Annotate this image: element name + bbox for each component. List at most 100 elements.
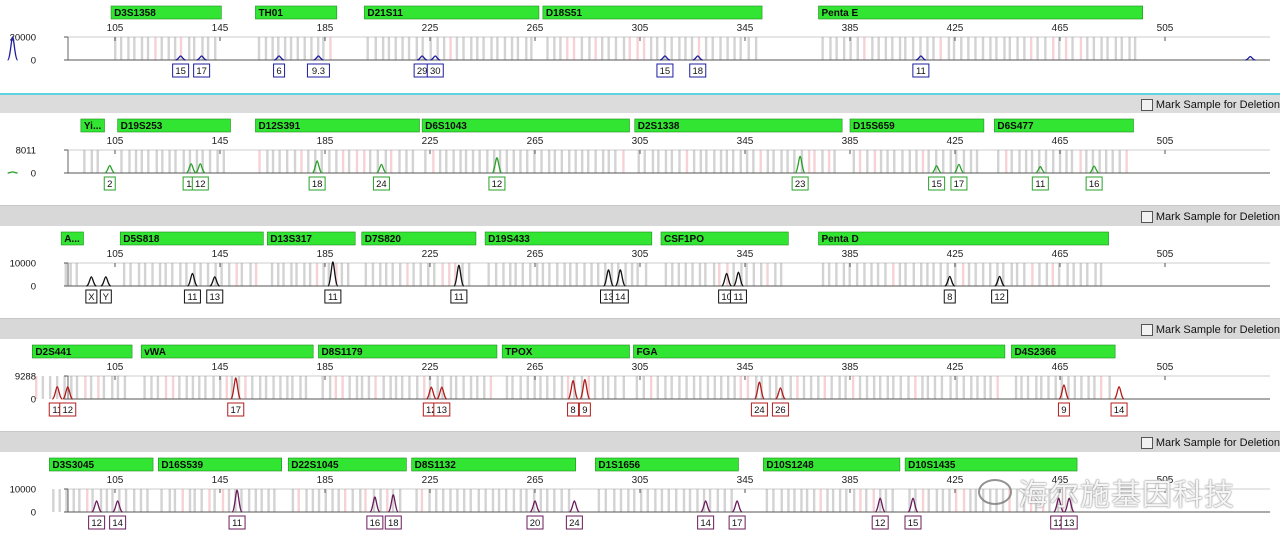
allele-bin bbox=[116, 376, 120, 399]
allele-bin bbox=[981, 263, 985, 286]
allele-bin bbox=[719, 37, 722, 60]
allele-bin bbox=[851, 376, 855, 399]
allele-bin bbox=[908, 150, 911, 173]
locus-bar bbox=[904, 457, 1078, 472]
allele-bin bbox=[303, 37, 306, 60]
allele-bin bbox=[1099, 263, 1103, 286]
locus-bar bbox=[140, 344, 314, 359]
allele-bin bbox=[179, 263, 182, 286]
locus-label: D16S539 bbox=[161, 460, 203, 471]
allele-bin bbox=[143, 263, 147, 286]
allele-bin bbox=[193, 263, 196, 286]
allele-bin bbox=[1002, 263, 1005, 286]
allele-bin bbox=[478, 150, 481, 173]
peak bbox=[7, 171, 18, 174]
allele-bin bbox=[560, 376, 564, 399]
allele-bin bbox=[711, 37, 714, 60]
allele-bin bbox=[786, 150, 789, 173]
allele-bin bbox=[884, 37, 888, 60]
locus-label: D2S1338 bbox=[638, 121, 680, 132]
peak bbox=[376, 163, 387, 174]
allele-bin bbox=[835, 37, 838, 60]
allele-call-label: 9 bbox=[582, 405, 587, 416]
allele-bin bbox=[546, 489, 549, 512]
allele-bin bbox=[492, 150, 496, 173]
allele-bin bbox=[1029, 489, 1033, 512]
x-tick-label: 265 bbox=[527, 136, 544, 147]
allele-bin bbox=[1064, 37, 1068, 60]
x-tick-label: 345 bbox=[737, 249, 754, 260]
allele-call-label: 30 bbox=[430, 66, 441, 77]
allele-bin bbox=[191, 376, 195, 399]
mark-sample-checkbox-4[interactable]: Mark Sample for Deletion bbox=[1140, 324, 1280, 336]
x-tick-label: 225 bbox=[422, 249, 439, 260]
allele-bin bbox=[892, 263, 895, 286]
allele-bin bbox=[996, 263, 999, 286]
allele-bin bbox=[199, 263, 202, 286]
allele-bin bbox=[386, 489, 389, 512]
allele-bin bbox=[290, 263, 293, 286]
allele-bin bbox=[1038, 263, 1041, 286]
allele-bin bbox=[627, 489, 630, 512]
allele-bin bbox=[793, 489, 796, 512]
allele-bin bbox=[214, 37, 217, 60]
allele-bin bbox=[696, 489, 699, 512]
allele-bin bbox=[419, 263, 422, 286]
allele-bin bbox=[469, 489, 472, 512]
allele-bin bbox=[1091, 150, 1095, 173]
allele-bin bbox=[497, 489, 501, 512]
checkbox-box[interactable] bbox=[1140, 99, 1153, 111]
allele-bin bbox=[1118, 150, 1121, 173]
allele-bin bbox=[35, 376, 38, 399]
allele-bin bbox=[745, 263, 748, 286]
allele-bin bbox=[1073, 376, 1077, 399]
allele-call-label: 6 bbox=[276, 66, 281, 77]
peak bbox=[187, 272, 198, 287]
allele-bin bbox=[293, 150, 297, 173]
allele-bin bbox=[408, 376, 411, 399]
allele-bin bbox=[793, 150, 796, 173]
allele-bin bbox=[368, 150, 372, 173]
allele-call-label: 12 bbox=[492, 179, 503, 190]
allele-bin bbox=[394, 37, 397, 60]
allele-bin bbox=[974, 489, 977, 512]
x-tick-label: 345 bbox=[737, 475, 754, 486]
allele-bin bbox=[347, 150, 351, 173]
allele-bin bbox=[704, 37, 708, 60]
locus-label: D1S1656 bbox=[598, 460, 640, 471]
peak bbox=[86, 276, 97, 287]
allele-bin bbox=[1111, 150, 1114, 173]
checkbox-box[interactable] bbox=[1140, 324, 1153, 336]
allele-bin bbox=[230, 376, 234, 399]
mark-sample-checkbox-2[interactable]: Mark Sample for Deletion bbox=[1140, 99, 1280, 111]
allele-bin bbox=[267, 489, 270, 512]
mark-sample-checkbox-5[interactable]: Mark Sample for Deletion bbox=[1140, 437, 1280, 449]
x-tick-label: 305 bbox=[632, 136, 649, 147]
allele-bin bbox=[227, 489, 231, 512]
allele-bin bbox=[1065, 150, 1068, 173]
allele-bin bbox=[317, 489, 321, 512]
allele-bin bbox=[919, 37, 922, 60]
allele-bin bbox=[337, 489, 340, 512]
y-tick-label: 10000 bbox=[10, 485, 36, 496]
y-tick-label: 20000 bbox=[10, 33, 36, 44]
allele-bin bbox=[260, 489, 263, 512]
allele-call-box bbox=[729, 289, 747, 304]
allele-bin bbox=[684, 37, 687, 60]
checkbox-box[interactable] bbox=[1140, 211, 1153, 223]
allele-bin bbox=[1052, 37, 1055, 60]
allele-bin bbox=[291, 376, 294, 399]
locus-label: D5S818 bbox=[123, 234, 160, 245]
allele-call-box bbox=[928, 176, 946, 191]
y-tick-label: 0 bbox=[31, 56, 36, 67]
allele-bin bbox=[663, 37, 667, 60]
mark-sample-checkbox-3[interactable]: Mark Sample for Deletion bbox=[1140, 211, 1280, 223]
allele-bin bbox=[235, 263, 238, 286]
allele-bin bbox=[633, 489, 636, 512]
allele-bin bbox=[96, 150, 99, 173]
allele-bin bbox=[204, 376, 207, 399]
checkbox-box[interactable] bbox=[1140, 437, 1153, 449]
allele-bin bbox=[1092, 37, 1096, 60]
allele-bin bbox=[482, 37, 485, 60]
peak bbox=[1245, 55, 1256, 61]
